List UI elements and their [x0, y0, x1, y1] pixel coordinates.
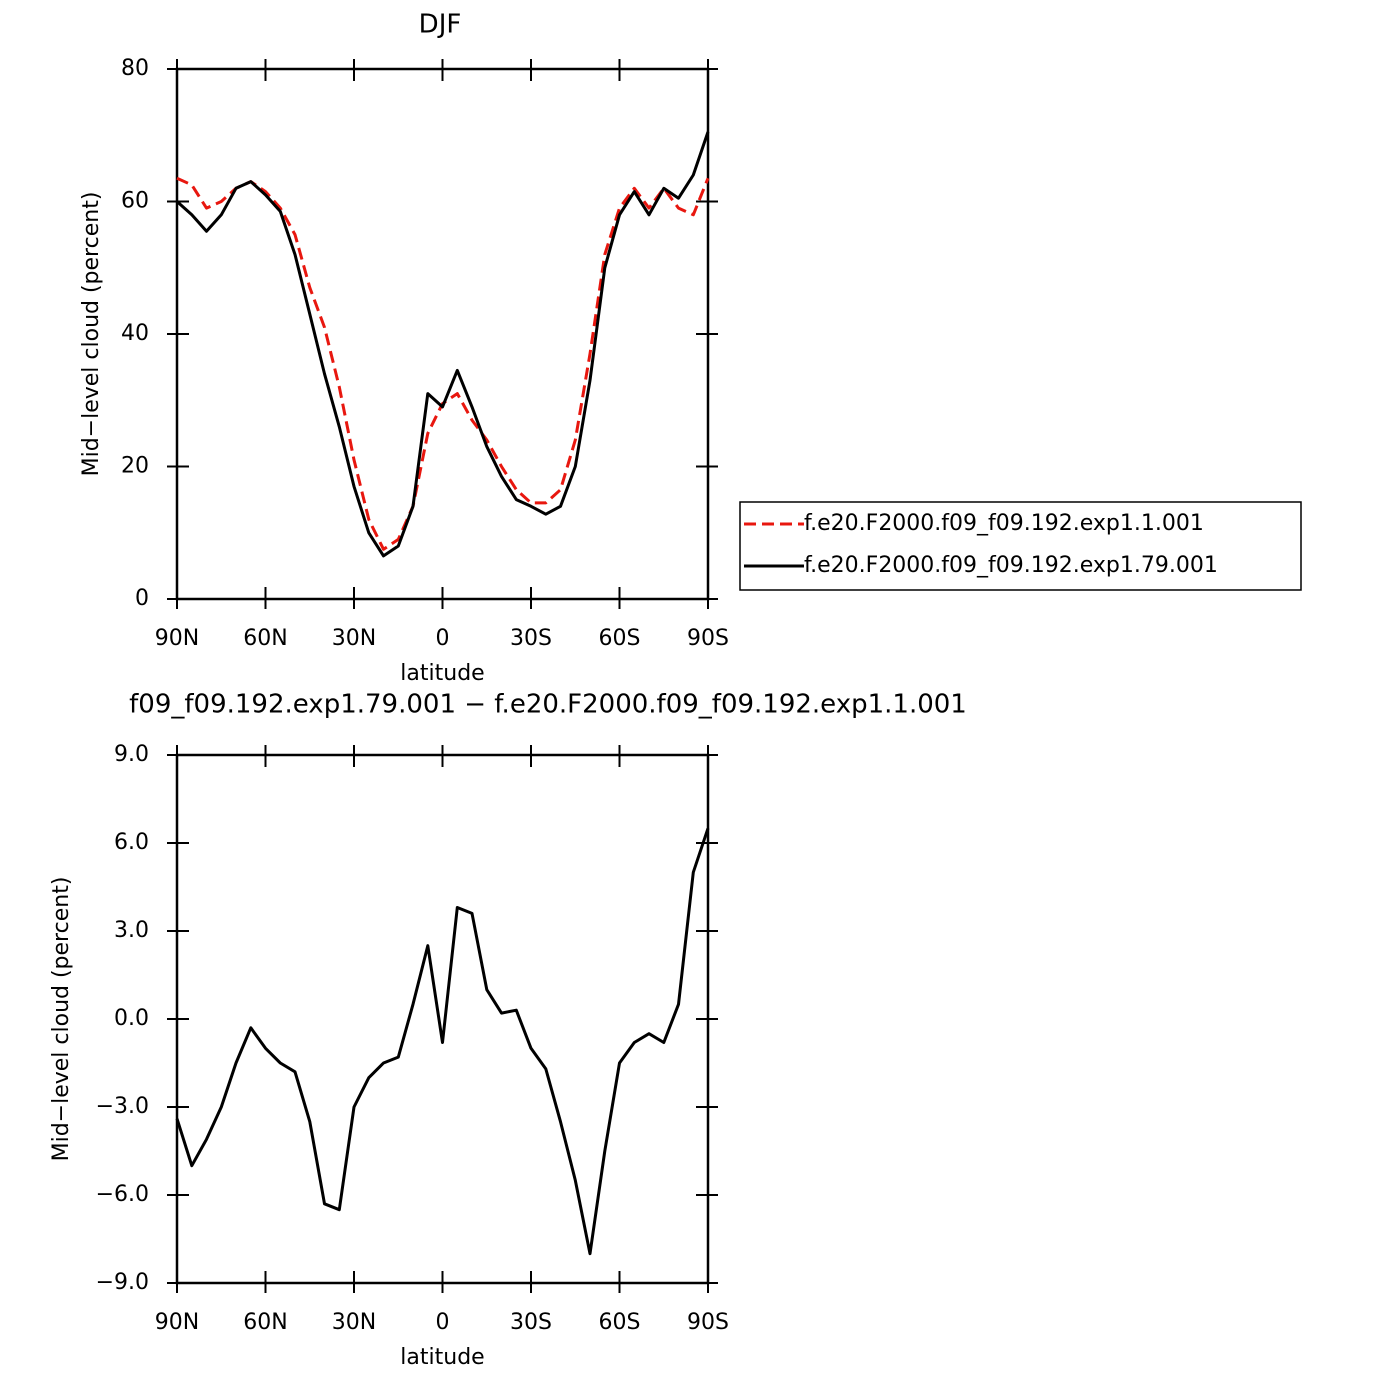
x-tick-label: 60S [599, 1310, 641, 1335]
y-tick-label: 80 [121, 56, 149, 81]
data-line [176, 176, 710, 551]
x-tick-label: 30S [510, 1310, 552, 1335]
y-tick-label: 6.0 [114, 830, 149, 855]
x-tick-label: 60S [599, 626, 641, 651]
y-tick-label: 0 [135, 586, 149, 611]
chart-title: DJF [419, 10, 462, 40]
y-tick-label: 20 [121, 454, 149, 479]
y-axis-label: Mid−level cloud (percent) [49, 877, 74, 1162]
data-line [175, 131, 710, 558]
x-tick-label: 90S [687, 626, 729, 651]
y-tick-label: 60 [121, 189, 149, 214]
chart-title: f09_f09.192.exp1.79.001 − f.e20.F2000.f0… [129, 690, 967, 720]
x-tick-label: 90S [687, 1310, 729, 1335]
x-tick-label: 30N [332, 1310, 376, 1335]
y-tick-label: 0.0 [114, 1006, 149, 1031]
x-tick-label: 0 [436, 1310, 450, 1335]
legend-label: f.e20.F2000.f09_f09.192.exp1.1.001 [804, 511, 1204, 536]
y-tick-label: 9.0 [114, 742, 149, 767]
plot-frame [175, 67, 710, 601]
x-axis-label: latitude [400, 1345, 484, 1370]
legend-box [739, 501, 1302, 591]
y-tick-label: 3.0 [114, 918, 149, 943]
y-tick-label: −3.0 [96, 1094, 149, 1119]
x-tick-label: 90N [155, 626, 199, 651]
y-tick-label: −6.0 [96, 1182, 149, 1207]
legend-label: f.e20.F2000.f09_f09.192.exp1.79.001 [804, 553, 1218, 578]
x-tick-label: 60N [243, 626, 287, 651]
x-tick-label: 30S [510, 626, 552, 651]
x-tick-label: 0 [436, 626, 450, 651]
x-tick-label: 60N [243, 1310, 287, 1335]
y-tick-label: 40 [121, 321, 149, 346]
x-tick-label: 30N [332, 626, 376, 651]
x-axis-label: latitude [400, 661, 484, 686]
y-axis-label: Mid−level cloud (percent) [79, 192, 104, 477]
data-line [175, 827, 710, 1256]
x-tick-label: 90N [155, 1310, 199, 1335]
plot-frame [175, 753, 710, 1285]
y-tick-label: −9.0 [96, 1270, 149, 1295]
